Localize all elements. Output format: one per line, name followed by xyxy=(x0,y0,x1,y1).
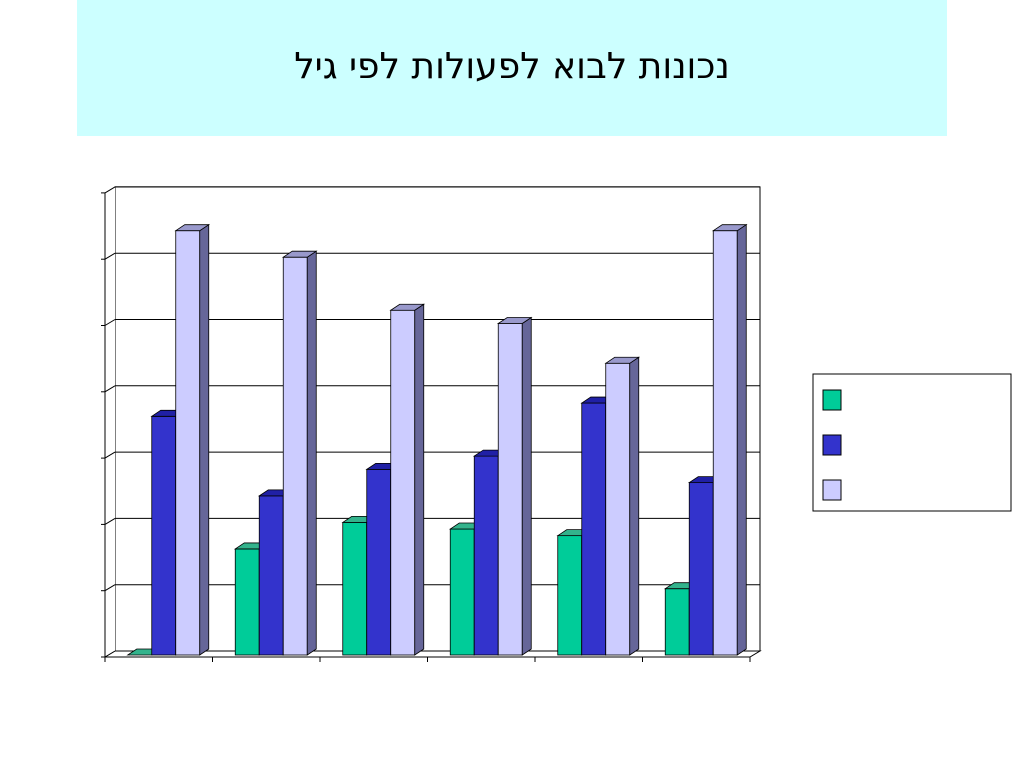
bar-top xyxy=(281,250,318,258)
bar-side xyxy=(521,316,532,656)
gridline-side xyxy=(104,385,116,393)
bar-top xyxy=(711,224,748,232)
bar-front xyxy=(473,455,499,656)
bar-top xyxy=(389,303,426,311)
gridline-side xyxy=(104,650,116,658)
bar-front xyxy=(581,402,607,656)
bar xyxy=(389,303,426,656)
bar-front xyxy=(605,362,631,656)
gridline-side xyxy=(104,252,116,260)
bar-side xyxy=(306,250,317,656)
bar xyxy=(604,356,641,656)
gridline-side xyxy=(104,584,116,592)
bar-front xyxy=(449,528,475,656)
bar-top xyxy=(496,317,533,324)
legend-box xyxy=(812,373,1012,512)
legend xyxy=(812,373,1012,512)
bar-top xyxy=(174,224,211,232)
bar xyxy=(496,316,533,656)
bar-front xyxy=(151,415,177,656)
bar-side xyxy=(736,223,747,656)
bar-front xyxy=(282,256,308,656)
bars xyxy=(126,223,748,656)
bar-top xyxy=(604,356,641,364)
bar-front xyxy=(497,323,523,656)
back-wall xyxy=(114,186,761,652)
gridline-side xyxy=(104,517,116,525)
bar-side xyxy=(629,356,640,656)
bar-front xyxy=(234,548,260,656)
side-wall xyxy=(105,186,115,657)
bar-front xyxy=(557,535,583,656)
bar-side xyxy=(199,223,210,656)
bar-front xyxy=(342,522,368,656)
bar-front xyxy=(175,230,201,656)
bar-side xyxy=(414,303,425,656)
bar xyxy=(711,223,748,656)
bar-front xyxy=(366,468,392,656)
axes xyxy=(101,192,751,662)
title-bar: נכונות לבוא לפעולות לפי גיל xyxy=(77,0,947,136)
legend-swatch xyxy=(822,479,842,501)
bar xyxy=(174,223,211,656)
gridlines xyxy=(104,186,760,658)
bar xyxy=(281,250,318,656)
bar-front xyxy=(712,230,738,656)
gridline-side xyxy=(104,451,116,459)
page-title: נכונות לבוא לפעולות לפי גיל xyxy=(294,45,730,87)
bar-front xyxy=(258,495,284,656)
gridline-side xyxy=(104,186,116,194)
bar-front xyxy=(664,588,690,656)
bar-front xyxy=(390,309,416,656)
gridline-side xyxy=(104,319,116,326)
bar xyxy=(556,528,593,656)
legend-swatch xyxy=(822,389,842,411)
legend-swatch xyxy=(822,434,842,456)
bar-front xyxy=(688,482,714,656)
